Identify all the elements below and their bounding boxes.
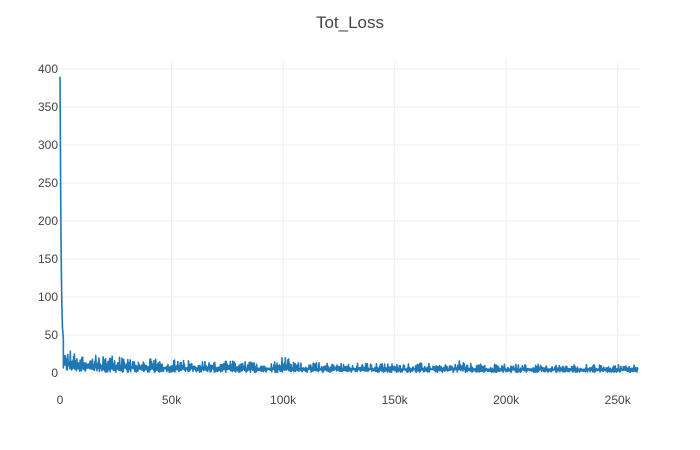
y-tick-label: 300 [38,138,58,152]
loss-series-line [59,76,639,374]
x-tick-label: 200k [493,393,520,407]
axis-labels: 0 50 100 150 200 250 300 350 400 0 50k 100k 150k 200k… [38,62,632,407]
chart-title: Tot_Loss [315,13,385,32]
y-tick-label: 150 [38,252,58,266]
x-tick-label: 150k [382,393,409,407]
y-tick-label: 50 [45,328,59,342]
y-tick-label: 250 [38,176,58,190]
x-tick-label: 0 [57,393,64,407]
series-layer [59,76,639,374]
y-tick-label: 100 [38,290,58,304]
x-tick-label: 250k [605,393,632,407]
x-tick-label: 100k [270,393,297,407]
y-tick-label: 400 [38,62,58,76]
x-tick-label: 50k [162,393,182,407]
y-tick-label: 0 [51,366,58,380]
grid-layer [60,61,640,374]
y-tick-label: 350 [38,100,58,114]
y-tick-label: 200 [38,214,58,228]
